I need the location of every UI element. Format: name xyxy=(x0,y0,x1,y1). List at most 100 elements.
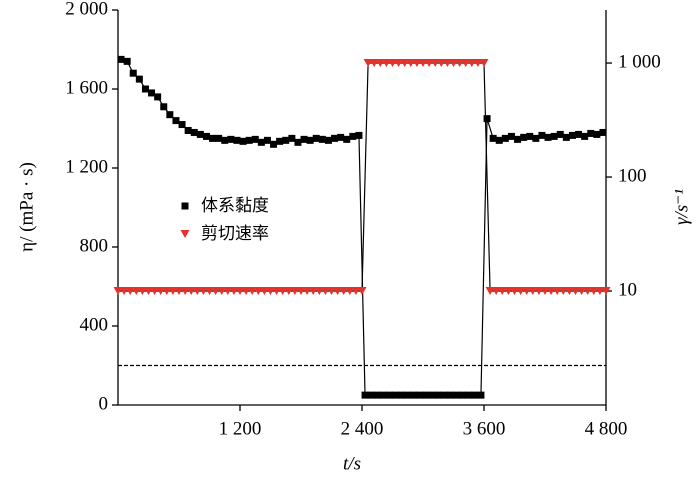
data-point xyxy=(314,287,324,296)
data-point xyxy=(375,59,385,68)
data-point xyxy=(546,287,556,296)
data-point xyxy=(388,59,397,68)
data-point xyxy=(320,287,330,296)
data-point xyxy=(446,391,454,399)
data-point xyxy=(278,287,288,296)
data-point xyxy=(516,287,526,296)
data-point xyxy=(575,130,583,138)
data-point xyxy=(247,287,257,296)
data-point xyxy=(550,132,558,140)
data-point xyxy=(471,391,479,399)
data-point xyxy=(174,287,184,296)
data-point xyxy=(351,287,361,296)
data-point xyxy=(148,89,156,97)
data-point xyxy=(467,59,477,68)
data-point xyxy=(459,391,467,399)
data-point xyxy=(345,287,355,296)
data-point xyxy=(412,59,422,68)
data-point xyxy=(166,111,174,119)
data-point xyxy=(227,135,235,143)
data-point xyxy=(198,287,208,296)
data-point xyxy=(564,287,574,296)
data-point xyxy=(327,287,336,296)
data-point xyxy=(392,391,400,399)
data-point xyxy=(241,287,251,296)
data-point xyxy=(589,287,599,296)
data-point xyxy=(184,126,192,134)
data-point xyxy=(205,287,214,296)
data-point xyxy=(308,287,318,296)
data-point xyxy=(154,93,162,101)
data-point xyxy=(113,287,123,296)
data-point xyxy=(577,287,587,296)
data-point xyxy=(263,136,271,144)
data-point xyxy=(211,287,221,296)
data-point xyxy=(406,59,416,68)
data-point xyxy=(221,136,229,144)
data-point xyxy=(217,287,227,296)
data-point xyxy=(587,129,595,137)
data-point xyxy=(485,287,495,296)
data-point xyxy=(363,59,373,68)
data-point xyxy=(300,135,308,143)
y2-tick-label: 1 000 xyxy=(618,51,661,72)
data-point xyxy=(259,287,269,296)
data-point xyxy=(223,287,233,296)
data-point xyxy=(540,287,550,296)
data-point xyxy=(595,287,605,296)
data-point xyxy=(349,132,357,140)
data-point xyxy=(168,287,178,296)
data-point xyxy=(117,55,125,63)
y-tick-label: 400 xyxy=(80,314,109,335)
data-point xyxy=(172,117,180,125)
data-point xyxy=(209,134,217,142)
data-point xyxy=(510,287,519,296)
data-point xyxy=(131,287,141,296)
data-point xyxy=(400,59,410,68)
x-tick-label: 1 200 xyxy=(219,418,262,439)
data-point xyxy=(489,134,497,142)
data-point xyxy=(442,59,452,68)
y2-tick-label: 10 xyxy=(618,279,637,300)
data-point xyxy=(294,138,302,146)
data-point xyxy=(422,391,430,399)
data-point xyxy=(257,138,265,146)
data-point xyxy=(477,391,485,399)
data-point xyxy=(343,135,351,143)
x-tick-label: 4 800 xyxy=(585,418,628,439)
data-point xyxy=(581,132,589,140)
data-point xyxy=(306,136,314,144)
data-point xyxy=(461,59,471,68)
data-point xyxy=(601,287,611,296)
data-point xyxy=(178,121,186,129)
data-point xyxy=(599,128,607,136)
data-point xyxy=(568,131,576,139)
data-point xyxy=(202,132,210,140)
data-point xyxy=(552,287,562,296)
legend-marker xyxy=(180,230,190,238)
data-point xyxy=(571,287,580,296)
data-point xyxy=(331,134,339,142)
data-point xyxy=(266,287,275,296)
data-point xyxy=(424,59,434,68)
data-point xyxy=(235,287,245,296)
data-point xyxy=(453,391,461,399)
y-tick-label: 1 200 xyxy=(65,156,108,177)
data-point xyxy=(455,59,465,68)
data-point xyxy=(416,391,424,399)
data-point xyxy=(507,132,515,140)
data-point xyxy=(528,287,538,296)
y-tick-label: 1 600 xyxy=(65,77,108,98)
y-tick-label: 2 000 xyxy=(65,0,108,19)
data-point xyxy=(497,287,507,296)
data-point xyxy=(355,131,363,139)
data-point xyxy=(180,287,190,296)
legend-label: 剪切速率 xyxy=(201,224,269,244)
data-point xyxy=(483,115,491,123)
data-point xyxy=(215,134,223,142)
data-point xyxy=(196,130,204,138)
data-point xyxy=(381,59,391,68)
data-point xyxy=(556,130,564,138)
data-point xyxy=(150,287,160,296)
data-point xyxy=(404,391,412,399)
